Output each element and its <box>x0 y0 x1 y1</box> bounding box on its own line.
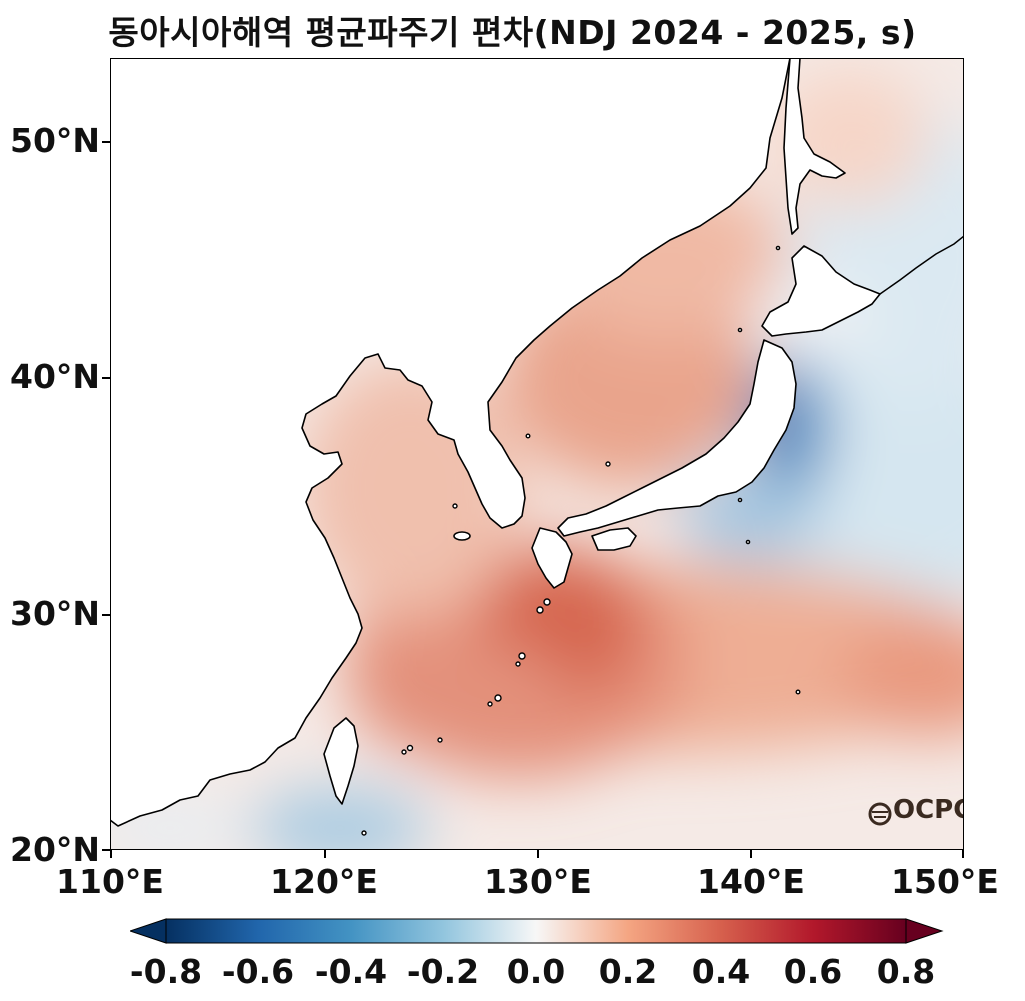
y-tick-label-20n: 20°N <box>10 830 101 869</box>
x-tick-mark-140e <box>750 850 752 858</box>
ocpc-watermark: OCPC <box>893 795 963 825</box>
hokkaido-island <box>760 244 881 337</box>
map-svg <box>111 59 963 849</box>
colorbar <box>130 918 944 944</box>
kuril-islands <box>879 234 963 295</box>
colorbar-tick-label: 0.4 <box>691 952 751 991</box>
map-plot-area: OCPC <box>110 58 964 850</box>
colorbar-extend-high <box>905 918 944 944</box>
x-tick-label-140e: 140°E <box>697 862 805 901</box>
land-layer <box>111 59 881 827</box>
shikoku-island <box>590 526 637 551</box>
chart-title: 동아시아해역 평균파주기 편차(NDJ 2024 - 2025, s) <box>108 13 917 52</box>
y-tick-mark-40n <box>102 377 110 379</box>
x-tick-mark-110e <box>110 850 112 858</box>
x-tick-label-120e: 120°E <box>270 862 378 901</box>
colorbar-tick-label: -0.8 <box>129 952 203 991</box>
y-tick-mark-50n <box>102 141 110 143</box>
y-tick-label-30n: 30°N <box>10 594 101 633</box>
jeju-island <box>452 530 471 541</box>
colorbar-extend-low <box>130 918 167 944</box>
colorbar-tick-label: 0.6 <box>783 952 843 991</box>
colorbar-tick-label: 0.2 <box>598 952 658 991</box>
x-tick-label-150e: 150°E <box>891 862 999 901</box>
kyushu-island <box>530 526 573 589</box>
y-tick-mark-20n <box>102 849 110 851</box>
x-tick-label-130e: 130°E <box>484 862 592 901</box>
anomaly-field <box>111 67 963 849</box>
x-tick-mark-120e <box>324 850 326 858</box>
colorbar-tick-label: 0.0 <box>506 952 566 991</box>
colorbar-gradient <box>165 918 907 944</box>
colorbar-tick-label: 0.8 <box>876 952 936 991</box>
x-tick-mark-150e <box>962 850 964 858</box>
y-tick-mark-30n <box>102 614 110 616</box>
small-islands <box>360 245 801 836</box>
y-tick-label-50n: 50°N <box>10 121 101 160</box>
colorbar-tick-label: -0.6 <box>221 952 295 991</box>
mainland-asia <box>111 59 791 827</box>
sakhalin-island <box>782 59 846 235</box>
colorbar-tick-label: -0.2 <box>406 952 480 991</box>
honshu-island <box>556 338 797 537</box>
colorbar-tick-label: -0.4 <box>314 952 388 991</box>
taiwan-island <box>322 716 359 805</box>
x-tick-mark-130e <box>537 850 539 858</box>
ocpc-logo-icon <box>868 802 891 825</box>
y-tick-label-40n: 40°N <box>10 357 101 396</box>
x-tick-label-110e: 110°E <box>56 862 164 901</box>
